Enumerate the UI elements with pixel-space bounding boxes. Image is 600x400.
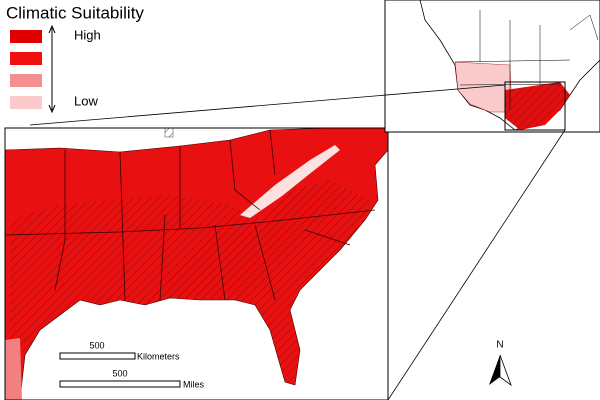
north-arrow-half xyxy=(499,354,512,387)
legend-swatch xyxy=(10,74,42,87)
scale-unit: Miles xyxy=(183,379,205,389)
main-map xyxy=(5,128,388,400)
scale-bar-km xyxy=(59,352,136,360)
north-label: N xyxy=(496,340,503,351)
legend-swatch xyxy=(10,52,42,65)
scale-value: 500 xyxy=(89,340,104,350)
scale-unit: Kilometers xyxy=(137,351,180,361)
legend-arrowheads xyxy=(48,24,56,114)
main-map-frame xyxy=(4,127,389,400)
legend-swatch xyxy=(10,30,42,43)
legend-title: Climatic Suitability xyxy=(6,3,144,22)
connector-line xyxy=(29,84,506,126)
connector-line xyxy=(387,129,566,400)
scale-value: 500 xyxy=(112,368,127,378)
legend-swatch xyxy=(10,96,42,109)
scale-bar-miles xyxy=(59,380,181,388)
inset-map xyxy=(385,0,600,132)
inset-frame xyxy=(384,0,600,133)
legend-low: Low xyxy=(74,93,98,108)
legend-high: High xyxy=(74,27,101,42)
